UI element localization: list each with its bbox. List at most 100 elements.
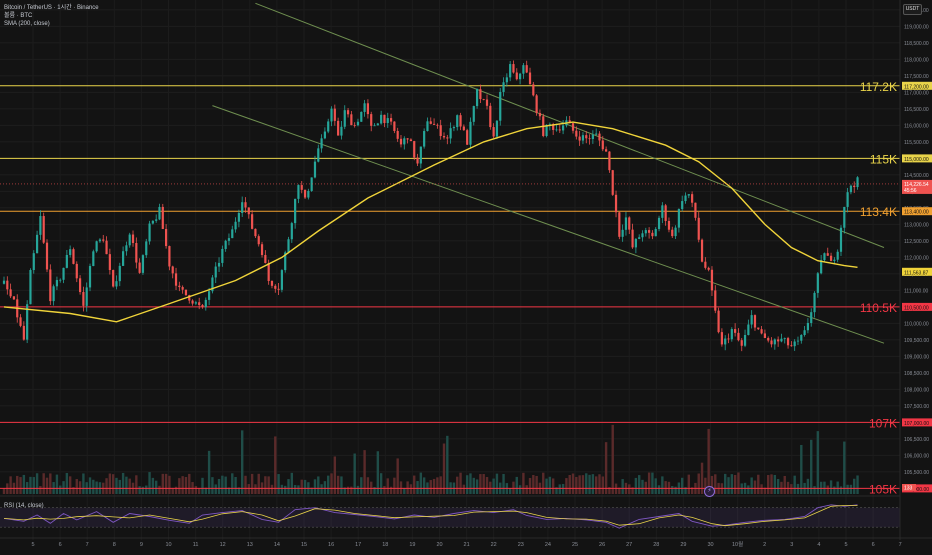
candle-89 <box>297 184 300 204</box>
time-tick-18: 23 <box>518 542 524 548</box>
candle-197 <box>654 227 657 237</box>
candle-235 <box>780 333 783 343</box>
candle-106 <box>353 122 356 128</box>
candle-207 <box>687 194 690 199</box>
time-tick-5: 10 <box>165 542 171 548</box>
volume-bar-231 <box>767 475 770 494</box>
volume-bar-172 <box>571 473 575 494</box>
volume-bar-82 <box>274 436 277 494</box>
candle-136 <box>452 125 456 132</box>
candle-224 <box>743 329 747 348</box>
volume-bar-69 <box>231 473 234 494</box>
time-tick-14: 19 <box>409 542 415 548</box>
price-axis[interactable]: 105,500.00 106,000.00 106,500.00 107,000.00… <box>0 0 932 540</box>
candle-126 <box>419 146 422 169</box>
currency-badge[interactable]: USDT <box>903 4 922 15</box>
volume-bar-214 <box>710 475 714 494</box>
candle-86 <box>287 236 290 254</box>
candle-119 <box>396 127 399 142</box>
volume-bar-148 <box>492 478 495 494</box>
volume-bar-37 <box>125 476 128 494</box>
candle-188 <box>624 211 628 236</box>
volume-bar-218 <box>724 473 727 494</box>
volume-bar-55 <box>184 476 188 494</box>
time-tick-15: 20 <box>436 542 442 548</box>
candle-34 <box>115 275 118 290</box>
volume-bar-177 <box>588 474 591 494</box>
rsi-indicator-label[interactable]: RSI (14, close) <box>4 503 44 509</box>
candle-199 <box>661 202 664 224</box>
level-tag-0 <box>902 81 932 90</box>
candle-257 <box>853 181 856 193</box>
volume-bar-94 <box>313 479 317 494</box>
volume-bar-35 <box>118 479 121 494</box>
volume-bar-179 <box>594 476 598 494</box>
candle-101 <box>337 117 340 136</box>
volume-bar-117 <box>389 486 393 494</box>
candle-216 <box>717 307 720 334</box>
volume-bar-234 <box>776 479 780 494</box>
candle-198 <box>657 215 661 232</box>
candle-46 <box>155 214 158 223</box>
candle-48 <box>161 203 164 230</box>
candle-24 <box>82 286 85 312</box>
volume-bar-59 <box>197 487 201 494</box>
candle-153 <box>509 61 512 82</box>
level-tag-label-3: 110,500.00 <box>904 305 929 311</box>
candle-165 <box>548 122 551 131</box>
candle-247 <box>820 254 823 275</box>
candle-249 <box>826 247 829 256</box>
candle-208 <box>691 191 694 208</box>
volume-bar-244 <box>810 439 813 494</box>
volume-bar-207 <box>687 474 691 494</box>
candle-61 <box>204 297 207 311</box>
symbol-title[interactable]: Bitcoin / TetherUS · 1시간 · Binance <box>4 5 99 11</box>
candle-154 <box>512 60 515 74</box>
volume-bar-253 <box>839 486 843 494</box>
volume-bar-193 <box>641 479 644 494</box>
time-tick-10: 15 <box>301 542 307 548</box>
price-tick-1: 106,000.00 <box>904 453 929 459</box>
candle-183 <box>608 151 611 173</box>
candle-195 <box>648 227 651 239</box>
time-axis[interactable]: 5 6 7 8 9 10 11 12 13 14 15 16 17 18 19 20 21 22 23 24 25 26 2… <box>0 537 932 548</box>
volume-bar-16 <box>55 474 59 494</box>
rsi-ma-line <box>3 505 858 527</box>
channel-lines[interactable] <box>212 2 885 344</box>
volume-bar-220 <box>730 474 734 494</box>
candle-79 <box>264 250 267 264</box>
candle-10 <box>35 230 39 254</box>
candle-2 <box>9 283 12 299</box>
volume-bar-147 <box>489 481 492 494</box>
volume-bar-134 <box>446 435 449 494</box>
candle-134 <box>446 134 449 145</box>
candle-16 <box>55 276 59 291</box>
candle-146 <box>485 94 489 110</box>
volume-indicator-label[interactable]: 볼륨 · BTC <box>4 13 33 19</box>
candle-115 <box>383 114 386 128</box>
volume-bar-46 <box>154 480 158 494</box>
candle-112 <box>373 123 376 127</box>
volume-bar-72 <box>240 430 244 494</box>
volume-bar-250 <box>829 480 833 494</box>
current-price-label: 114,226.54 <box>904 182 929 188</box>
lightning-icon[interactable]: ⚡ <box>704 486 715 497</box>
candle-37 <box>125 241 128 256</box>
volume-bar-14 <box>49 473 52 494</box>
candle-14 <box>49 264 52 305</box>
level-tag-label-1: 115,000.00 <box>904 157 929 163</box>
volume-bar-109 <box>363 450 366 494</box>
volume-bar-24 <box>82 473 85 494</box>
time-tick-13: 18 <box>382 542 388 548</box>
volume-bar-202 <box>671 486 674 494</box>
candle-226 <box>750 310 753 329</box>
candle-47 <box>158 203 161 221</box>
volume-bar-73 <box>244 475 247 494</box>
candle-196 <box>651 230 654 240</box>
price-tick-5: 108,000.00 <box>904 387 929 393</box>
candle-102 <box>340 121 343 140</box>
level-label-4: 107K <box>869 416 897 430</box>
sma-indicator-label[interactable]: SMA (200, close) <box>4 21 50 27</box>
